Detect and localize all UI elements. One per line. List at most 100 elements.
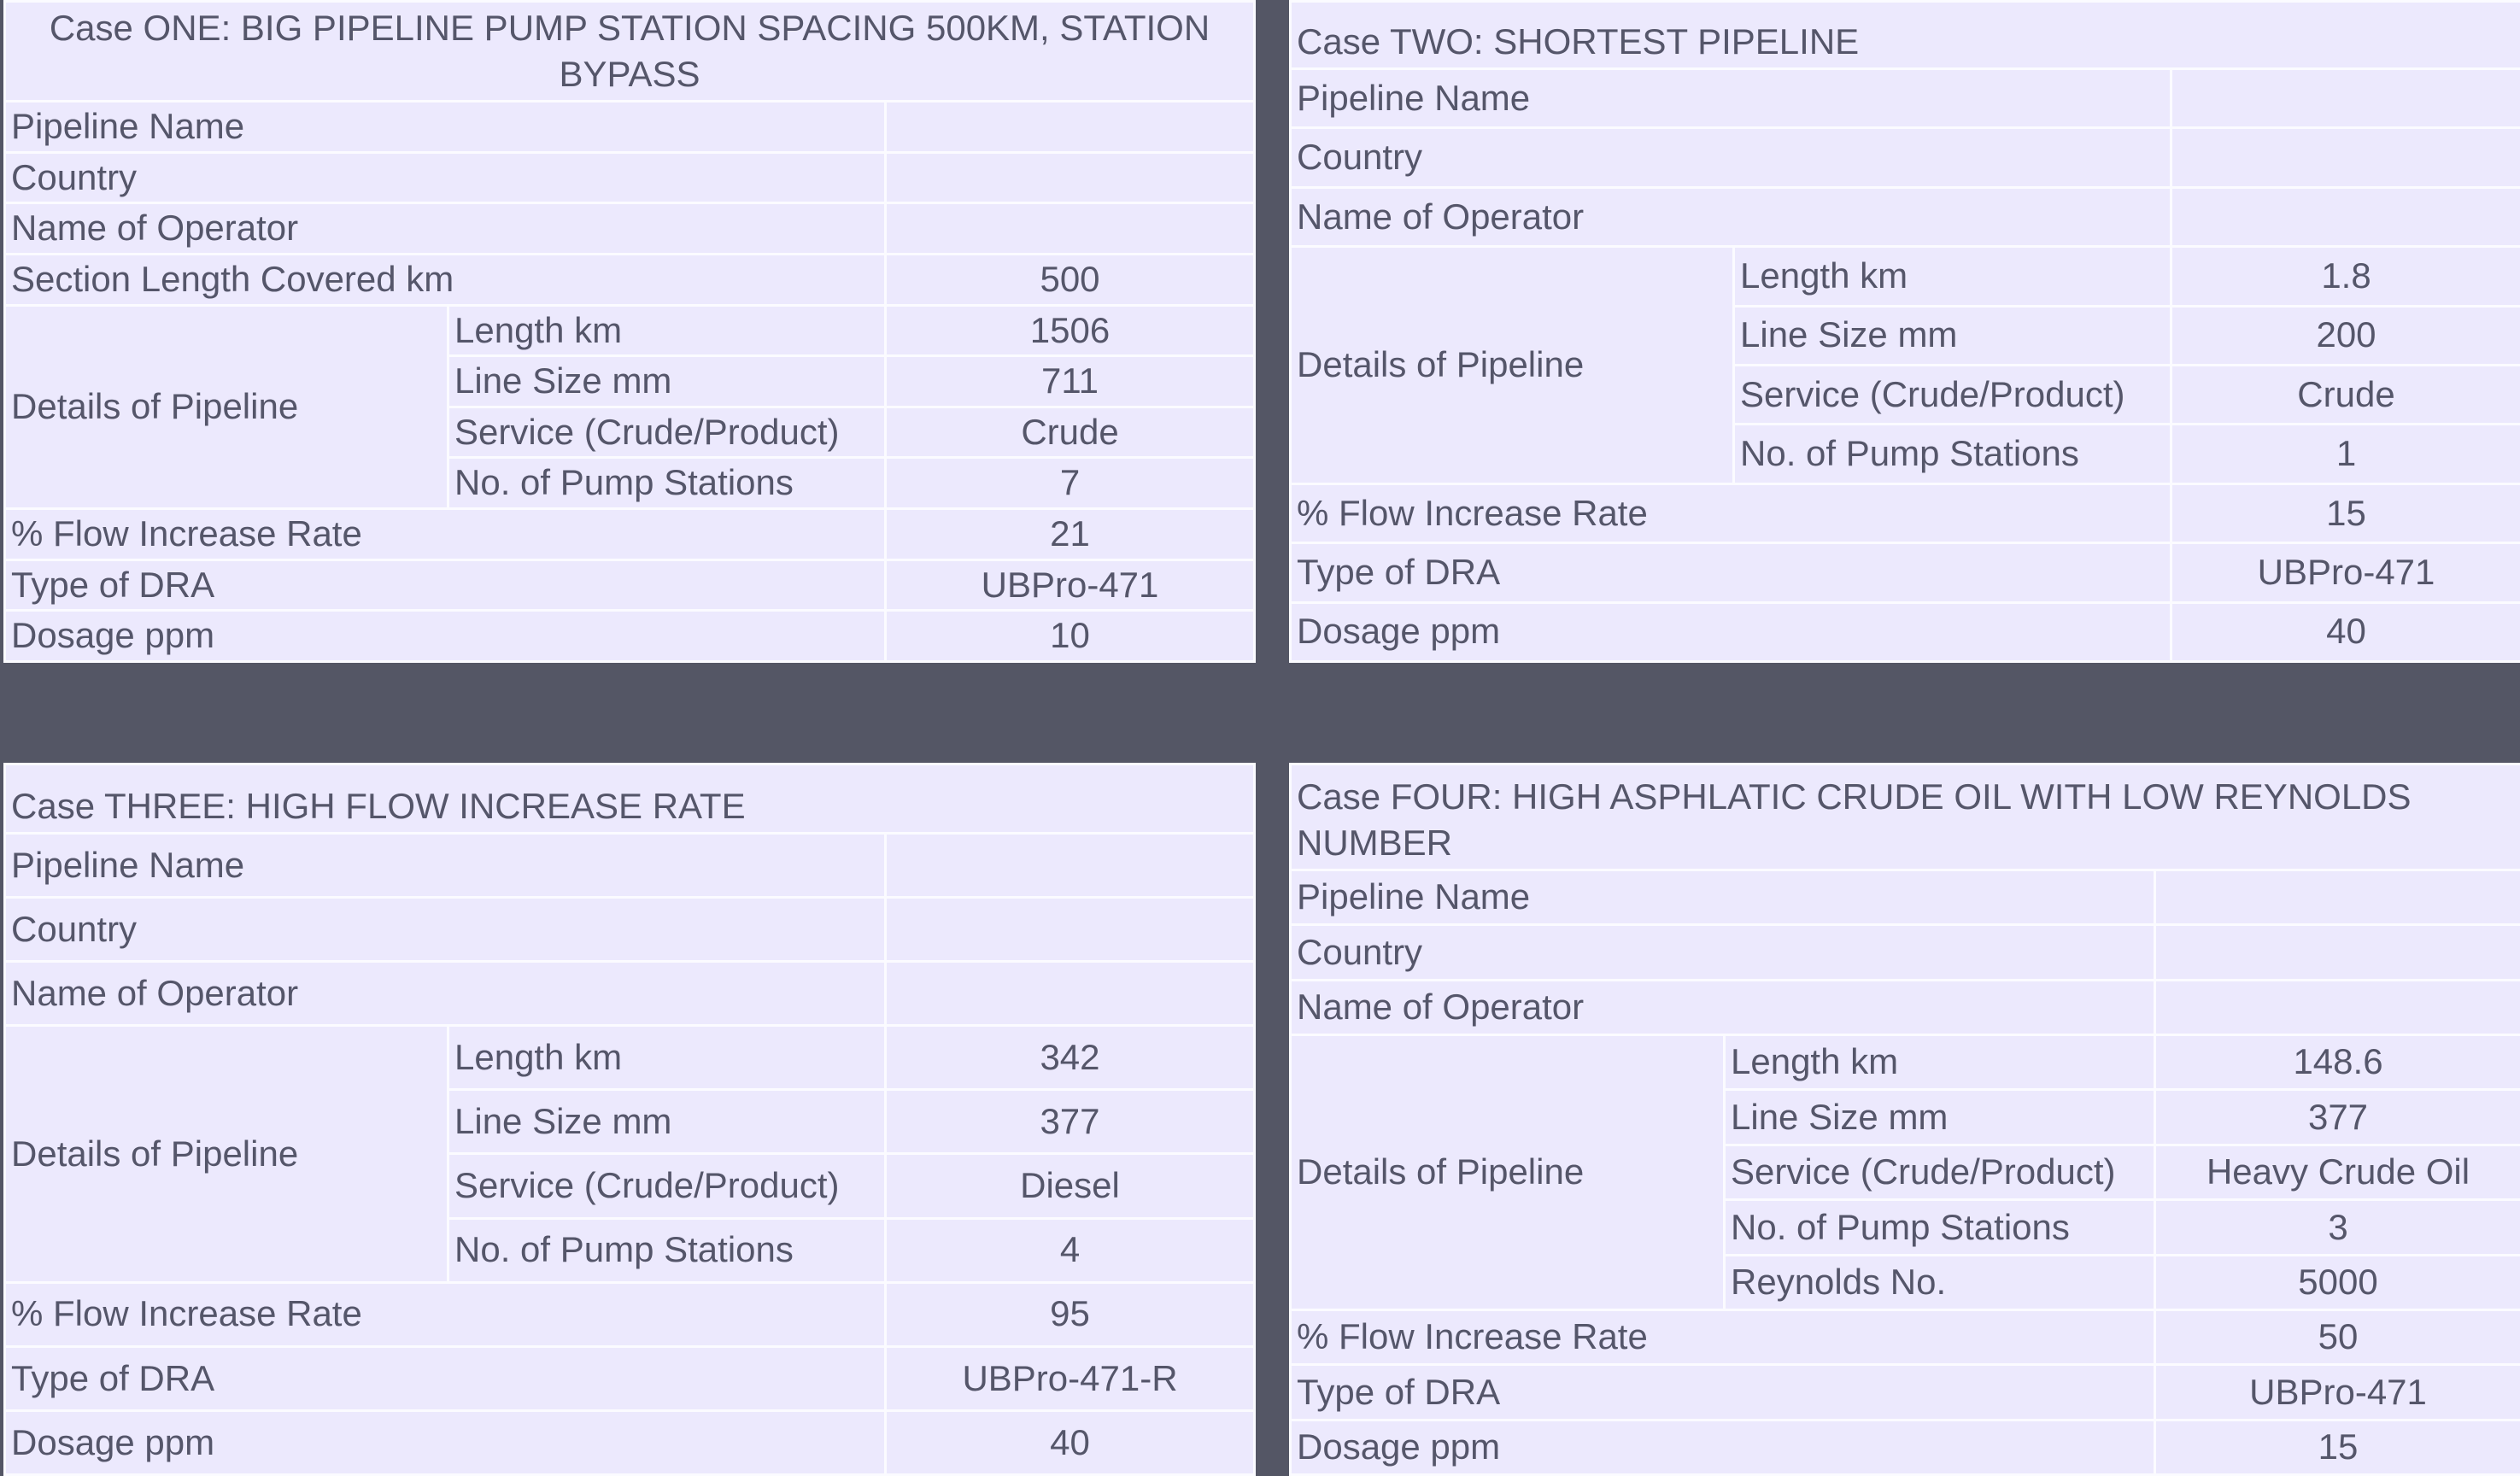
- row-value-pipeline-name: [883, 100, 1257, 154]
- table-row: Details of Pipeline Length km 1506: [3, 303, 1257, 510]
- details-label: Details of Pipeline: [1289, 1034, 1726, 1311]
- row-value-country: [883, 150, 1257, 205]
- case-one-table: Case ONE: BIG PIPELINE PUMP STATION SPAC…: [3, 0, 1257, 663]
- row-label-type-of-dra: Type of DRA: [3, 558, 887, 612]
- table-row: Type of DRA UBPro-471: [1289, 1363, 2520, 1421]
- title-row: Case TWO: SHORTEST PIPELINE: [1288, 0, 2520, 70]
- table-row: Country: [3, 150, 1257, 205]
- case-title: Case TWO: SHORTEST PIPELINE: [1288, 0, 2520, 70]
- table-row: Details of Pipeline Length km 148.6: [1289, 1034, 2520, 1311]
- row-value-type-of-dra: UBPro-471: [2153, 1363, 2520, 1421]
- row-value-line-size-mm: 711: [883, 354, 1257, 408]
- row-label-pipeline-name: Pipeline Name: [3, 831, 887, 899]
- case-three-table: Case THREE: HIGH FLOW INCREASE RATE Pipel…: [3, 763, 1256, 1476]
- table-row: Service (Crude/Product) Diesel: [5, 1152, 1256, 1220]
- row-value-line-size-mm: 377: [884, 1088, 1256, 1156]
- table-row: Reynolds No. 5000: [1291, 1253, 2520, 1311]
- table-row: Pipeline Name: [3, 100, 1257, 154]
- row-label-flow-increase-rate: % Flow Increase Rate: [3, 507, 887, 561]
- case-four-table: Case FOUR: HIGH ASPHLATIC CRUDE OIL WITH…: [1288, 763, 2520, 1476]
- table-row: Name of Operator: [1289, 978, 2520, 1037]
- row-value-line-size-mm: 377: [2153, 1088, 2520, 1146]
- table-row: Line Size mm 200: [1291, 304, 2520, 366]
- row-label-length-km: Length km: [1723, 1034, 2156, 1092]
- row-label-no-of-pump-stations: No. of Pump Stations: [447, 456, 887, 510]
- row-label-type-of-dra: Type of DRA: [1289, 542, 2172, 604]
- row-label-dosage-ppm: Dosage ppm: [3, 1409, 887, 1476]
- table-row: Section Length Covered km 500: [3, 252, 1257, 307]
- table-row: Line Size mm 377: [5, 1088, 1256, 1156]
- table-row: Name of Operator: [3, 960, 1256, 1028]
- row-value-country: [884, 896, 1256, 964]
- row-value-pipeline-name: [2169, 67, 2520, 130]
- row-label-section-length-covered-km: Section Length Covered km: [3, 252, 887, 307]
- row-value-dosage-ppm: 40: [2169, 600, 2520, 664]
- table-row: Name of Operator: [3, 202, 1257, 255]
- row-value-no-of-pump-stations: 7: [883, 456, 1257, 510]
- table-row: No. of Pump Stations 1: [1291, 423, 2520, 485]
- title-row: Case ONE: BIG PIPELINE PUMP STATION SPAC…: [3, 0, 1257, 102]
- row-value-flow-increase-rate: 15: [2169, 482, 2520, 545]
- details-label: Details of Pipeline: [1289, 245, 1735, 485]
- row-value-no-of-pump-stations: 1: [2169, 423, 2520, 485]
- row-value-name-of-operator: [884, 960, 1256, 1028]
- row-label-country: Country: [1289, 126, 2172, 189]
- row-value-service-crude-product: Diesel: [884, 1152, 1256, 1220]
- table-row: Type of DRA UBPro-471: [1289, 542, 2520, 604]
- row-label-country: Country: [1289, 923, 2156, 981]
- row-label-dosage-ppm: Dosage ppm: [1289, 1418, 2156, 1476]
- row-value-service-crude-product: Crude: [2169, 363, 2520, 426]
- row-value-line-size-mm: 200: [2169, 304, 2520, 366]
- table-row: Dosage ppm 10: [3, 609, 1257, 663]
- row-value-dosage-ppm: 40: [884, 1409, 1256, 1476]
- table-row: Service (Crude/Product) Crude: [1291, 363, 2520, 426]
- row-label-name-of-operator: Name of Operator: [1289, 185, 2172, 249]
- row-label-length-km: Length km: [447, 303, 887, 358]
- case-title: Case FOUR: HIGH ASPHLATIC CRUDE OIL WITH…: [1288, 763, 2520, 871]
- row-value-name-of-operator: [883, 202, 1257, 255]
- row-value-reynolds-no: 5000: [2153, 1253, 2520, 1311]
- table-row: Line Size mm 377: [1291, 1088, 2520, 1146]
- row-label-line-size-mm: Line Size mm: [447, 1088, 887, 1156]
- row-label-country: Country: [3, 150, 887, 205]
- row-value-length-km: 1506: [883, 303, 1257, 358]
- row-value-dosage-ppm: 15: [2153, 1418, 2520, 1476]
- table-row: % Flow Increase Rate 50: [1289, 1308, 2520, 1367]
- table-row: % Flow Increase Rate 21: [3, 507, 1257, 561]
- table-row: Service (Crude/Product) Heavy Crude Oil: [1291, 1143, 2520, 1202]
- case-title: Case ONE: BIG PIPELINE PUMP STATION SPAC…: [3, 0, 1257, 102]
- row-label-service-crude-product: Service (Crude/Product): [447, 405, 887, 460]
- row-label-no-of-pump-stations: No. of Pump Stations: [1732, 423, 2172, 485]
- row-value-flow-increase-rate: 95: [884, 1280, 1256, 1348]
- row-label-pipeline-name: Pipeline Name: [3, 100, 887, 154]
- table-row: Country: [1289, 923, 2520, 981]
- row-value-pipeline-name: [884, 831, 1256, 899]
- table-row: % Flow Increase Rate 15: [1289, 482, 2520, 545]
- table-row: Service (Crude/Product) Crude: [5, 405, 1257, 460]
- row-label-line-size-mm: Line Size mm: [1723, 1088, 2156, 1146]
- title-row: Case FOUR: HIGH ASPHLATIC CRUDE OIL WITH…: [1288, 763, 2520, 871]
- row-value-no-of-pump-stations: 3: [2153, 1198, 2520, 1256]
- row-label-reynolds-no: Reynolds No.: [1723, 1253, 2156, 1311]
- row-value-length-km: 342: [884, 1024, 1256, 1092]
- row-label-name-of-operator: Name of Operator: [3, 960, 887, 1028]
- row-label-length-km: Length km: [1732, 245, 2172, 308]
- table-row: Pipeline Name: [1289, 868, 2520, 927]
- row-value-country: [2169, 126, 2520, 189]
- row-value-name-of-operator: [2169, 185, 2520, 249]
- row-label-no-of-pump-stations: No. of Pump Stations: [447, 1216, 887, 1284]
- row-label-type-of-dra: Type of DRA: [3, 1344, 887, 1412]
- row-label-dosage-ppm: Dosage ppm: [1289, 600, 2172, 664]
- table-row: Type of DRA UBPro-471-R: [3, 1344, 1256, 1412]
- table-row: No. of Pump Stations 3: [1291, 1198, 2520, 1256]
- row-value-no-of-pump-stations: 4: [884, 1216, 1256, 1284]
- row-value-service-crude-product: Heavy Crude Oil: [2153, 1143, 2520, 1202]
- row-label-flow-increase-rate: % Flow Increase Rate: [3, 1280, 887, 1348]
- table-row: % Flow Increase Rate 95: [3, 1280, 1256, 1348]
- table-row: Pipeline Name: [3, 831, 1256, 899]
- row-label-pipeline-name: Pipeline Name: [1289, 67, 2172, 130]
- row-label-service-crude-product: Service (Crude/Product): [1723, 1143, 2156, 1202]
- row-label-line-size-mm: Line Size mm: [447, 354, 887, 408]
- row-value-country: [2153, 923, 2520, 981]
- row-value-type-of-dra: UBPro-471: [883, 558, 1257, 612]
